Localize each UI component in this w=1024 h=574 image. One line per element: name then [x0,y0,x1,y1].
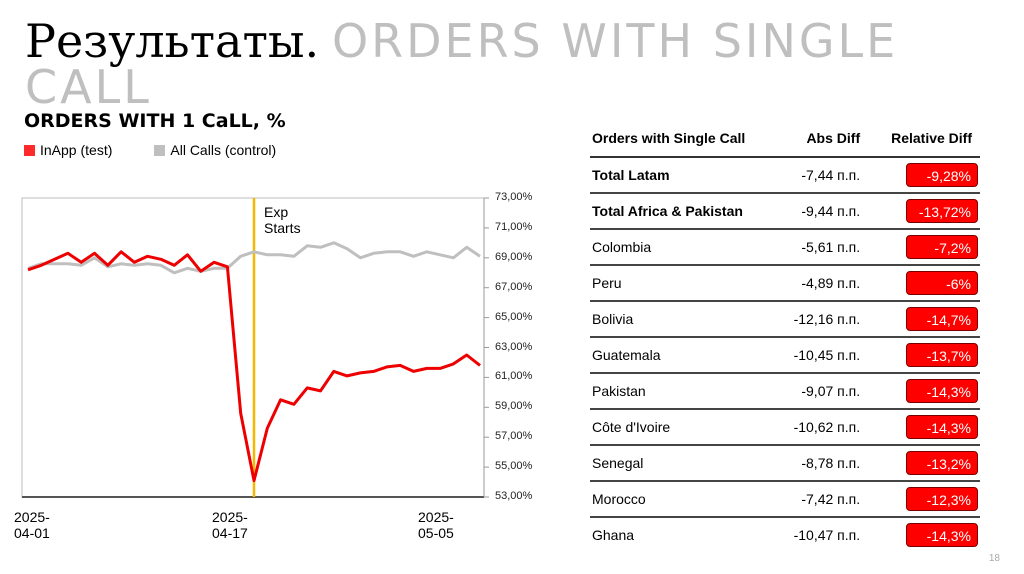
y-tick-label: 59,00% [495,400,533,413]
relative-diff-badge: -7,2% [906,235,978,259]
row-name: Côte d'Ivoire [590,409,777,446]
row-abs-diff: -8,78 п.п. [776,445,873,482]
relative-diff-badge: -12,3% [906,487,978,511]
relative-diff-badge: -14,3% [906,415,978,439]
row-name: Senegal [590,445,777,482]
x-tick-label: 2025-05-05 [418,509,454,541]
row-abs-diff: -10,62 п.п. [776,409,873,446]
row-relative-diff-cell: -13,2% [872,445,980,482]
relative-diff-badge: -14,7% [906,307,978,331]
table-row: Bolivia -12,16 п.п. -14,7% [590,301,980,338]
row-name: Morocco [590,481,777,518]
row-abs-diff: -9,44 п.п. [776,193,873,230]
relative-diff-badge: -13,72% [906,199,978,223]
row-abs-diff: -9,07 п.п. [776,373,873,410]
series-line-test [27,250,481,483]
exp-starts-annotation: Exp Starts [264,204,301,236]
y-tick-label: 73,00% [495,191,533,203]
row-relative-diff-cell: -12,3% [872,481,980,518]
y-tick-label: 53,00% [495,490,533,502]
table-row: Ghana -10,47 п.п. -14,3% [590,517,980,552]
relative-diff-badge: -13,2% [906,451,978,475]
legend-label-test: InApp (test) [40,142,113,158]
table-body: Total Latam -7,44 п.п. -9,28% Total Africa … [590,157,980,552]
row-relative-diff-cell: -14,3% [872,517,980,552]
relative-diff-badge: -6% [906,271,978,295]
x-tick-label: 2025-04-17 [212,509,248,541]
legend-label-control: All Calls (control) [170,142,277,158]
row-relative-diff-cell: -13,7% [872,337,980,374]
chart-title: ORDERS WITH 1 CaLL, % [24,110,286,132]
slide-title: Результаты. ORDERS WITH SINGLE CALL [25,18,925,110]
table-row: Pakistan -9,07 п.п. -14,3% [590,373,980,410]
row-relative-diff-cell: -7,2% [872,229,980,266]
table-row: Total Africa & Pakistan -9,44 п.п. -13,72% [590,193,980,230]
relative-diff-badge: -14,3% [906,379,978,403]
y-tick-label: 61,00% [495,370,533,383]
table-header-row: Orders with Single Call Abs Diff Relativ… [590,124,980,158]
legend-swatch-gray-icon [154,144,166,156]
row-relative-diff-cell: -6% [872,265,980,302]
series-line-control [27,241,481,275]
x-tick-label: 2025-04-01 [14,509,50,541]
relative-diff-badge: -13,7% [906,343,978,367]
y-tick-label: 71,00% [495,220,533,233]
row-name: Bolivia [590,301,777,338]
legend-item-control: All Calls (control) [154,142,276,158]
table-row: Morocco -7,42 п.п. -12,3% [590,481,980,518]
table-row: Total Latam -7,44 п.п. -9,28% [590,157,980,194]
y-tick-label: 63,00% [495,340,533,353]
results-table: Orders with Single Call Abs Diff Relativ… [590,124,980,552]
row-name: Pakistan [590,373,777,410]
page-number: 18 [988,553,1000,564]
row-relative-diff-cell: -13,72% [872,193,980,230]
table-row: Colombia -5,61 п.п. -7,2% [590,229,980,266]
row-abs-diff: -7,44 п.п. [776,157,873,194]
row-abs-diff: -4,89 п.п. [776,265,873,302]
row-relative-diff-cell: -14,7% [872,301,980,338]
row-relative-diff-cell: -14,3% [872,409,980,446]
table-row: Guatemala -10,45 п.п. -13,7% [590,337,980,374]
y-tick-label: 55,00% [495,460,533,473]
y-tick-label: 57,00% [495,430,533,443]
row-abs-diff: -10,47 п.п. [793,527,861,543]
relative-diff-badge: -9,28% [906,163,978,187]
header-relative-diff: Relative Diff [872,124,980,158]
row-abs-diff: -5,61 п.п. [776,229,873,266]
relative-diff-badge: -14,3% [906,523,978,547]
slide-title-en: ORDERS WITH SINGLE CALL [25,14,899,114]
row-name: Total Africa & Pakistan [590,193,777,230]
row-name: Colombia [590,229,777,266]
row-relative-diff-cell: -9,28% [872,157,980,194]
slide-title-ru: Результаты. [25,14,320,68]
chart-legend: InApp (test) All Calls (control) [24,142,276,158]
row-name: Guatemala [590,337,777,374]
table-row: Peru -4,89 п.п. -6% [590,265,980,302]
legend-swatch-red-icon [24,144,35,156]
row-relative-diff-cell: -14,3% [872,373,980,410]
row-name: Peru [590,265,777,302]
y-tick-label: 69,00% [495,250,533,263]
table-row: Côte d'Ivoire -10,62 п.п. -14,3% [590,409,980,446]
table-row: Senegal -8,78 п.п. -13,2% [590,445,980,482]
row-abs-diff: -10,45 п.п. [776,337,873,374]
row-abs-diff: -12,16 п.п. [776,301,873,338]
legend-item-test: InApp (test) [24,142,112,158]
row-abs-diff: -7,42 п.п. [776,481,873,518]
header-abs-diff: Abs Diff [776,124,873,158]
row-name: Total Latam [590,157,777,194]
y-tick-label: 65,00% [495,310,533,323]
y-tick-label: 67,00% [495,280,533,293]
header-orders: Orders with Single Call [590,124,777,158]
row-name: Ghana [592,527,635,543]
